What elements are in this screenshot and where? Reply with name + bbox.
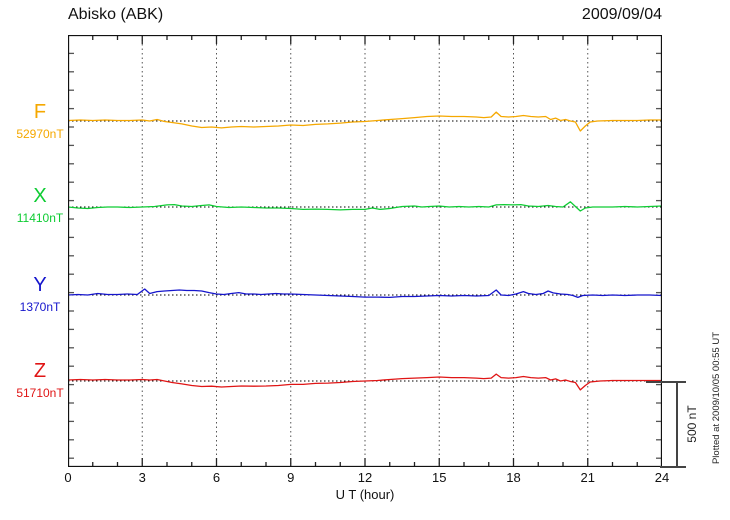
trace-F <box>68 111 662 132</box>
trace-Y <box>68 288 662 299</box>
x-axis-title: U T (hour) <box>335 487 395 502</box>
trace-Z <box>68 373 662 391</box>
channel-basevalue-Y: 1370nT <box>19 300 61 314</box>
x-tick-label: 3 <box>138 470 146 485</box>
x-tick-label: 6 <box>212 470 221 485</box>
x-tick-label: 15 <box>432 470 447 485</box>
channel-label-Y: Y 1370nT <box>8 275 72 313</box>
x-tick-label: 12 <box>357 470 373 485</box>
plot-area <box>68 35 662 467</box>
channel-basevalue-X: 11410nT <box>16 211 64 225</box>
channel-label-Z: Z 51710nT <box>8 361 72 399</box>
magnetogram-svg <box>68 35 662 467</box>
channel-letter-F: F <box>33 101 47 123</box>
channel-basevalue-Z: 51710nT <box>16 386 64 400</box>
x-tick-label: 9 <box>287 470 295 485</box>
channel-basevalue-F: 52970nT <box>16 127 64 141</box>
x-tick-label: 24 <box>654 470 670 485</box>
channel-letter-Z: Z <box>33 360 47 382</box>
page-title: Abisko (ABK) <box>68 6 164 23</box>
channel-label-F: F 52970nT <box>8 102 72 140</box>
x-tick-label: 18 <box>506 470 521 485</box>
channel-letter-X: X <box>33 185 47 207</box>
plot-timestamp-note: Plotted at 2009/10/05 00:55 UT <box>711 331 722 465</box>
date-label: 2009/09/04 <box>581 6 662 23</box>
x-tick-label: 21 <box>580 470 595 485</box>
scale-bar-stem <box>676 381 678 467</box>
trace-X <box>68 201 662 212</box>
channel-letter-Y: Y <box>33 274 47 296</box>
x-tick-label: 0 <box>64 470 72 485</box>
scale-bar-bottom-cap <box>660 466 686 468</box>
scale-bar-top-cap <box>646 381 686 383</box>
channel-label-X: X 11410nT <box>8 186 72 224</box>
plot-frame <box>68 35 662 467</box>
scale-bar-label: 500 nT <box>685 405 699 443</box>
